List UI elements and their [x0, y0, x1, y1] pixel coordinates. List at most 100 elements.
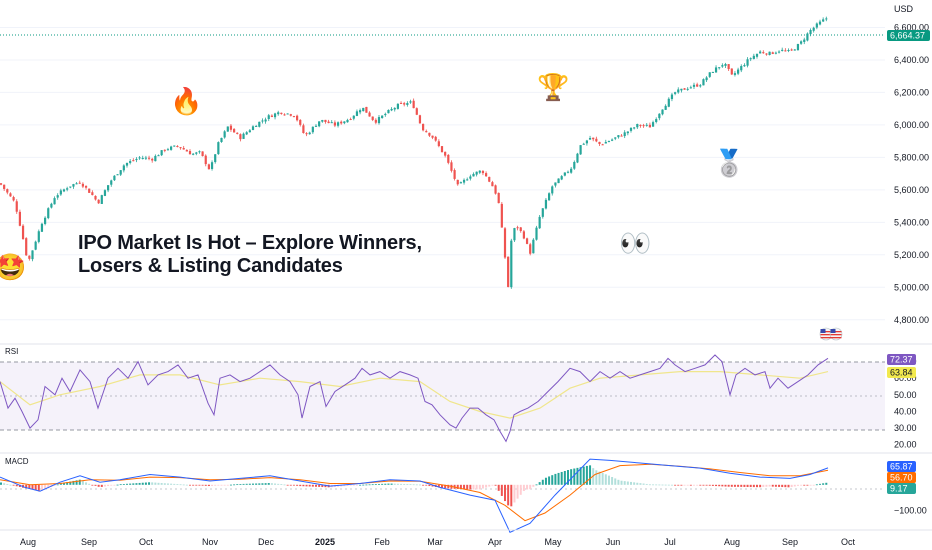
candle	[236, 132, 239, 135]
macd-histogram-bar	[296, 484, 299, 486]
candle	[396, 103, 399, 110]
macd-histogram-bar	[270, 483, 273, 485]
macd-histogram-bar	[18, 484, 21, 488]
macd-histogram-bar	[642, 483, 645, 485]
macd-histogram-bar	[220, 484, 223, 486]
candle	[705, 76, 708, 82]
candle	[475, 171, 478, 177]
candle	[185, 149, 188, 152]
macd-histogram-bar	[78, 479, 81, 485]
macd-histogram-bar	[696, 484, 699, 486]
macd-histogram-bar	[771, 484, 774, 487]
macd-histogram-bar	[718, 484, 721, 487]
candle	[554, 182, 557, 188]
macd-histogram-bar	[576, 467, 579, 485]
candle	[409, 99, 412, 104]
candle	[170, 145, 173, 151]
macd-histogram-bar	[204, 484, 207, 486]
candle	[777, 50, 781, 54]
macd-histogram-bar	[459, 484, 462, 490]
macd-histogram-bar	[428, 484, 431, 487]
candle	[658, 113, 661, 121]
us-flag-icon[interactable]	[819, 327, 843, 341]
time-tick-label: Oct	[841, 537, 856, 547]
candle	[667, 97, 670, 108]
candle	[387, 109, 390, 114]
candle	[3, 184, 6, 191]
macd-histogram-bar	[113, 484, 116, 486]
candle	[444, 151, 447, 158]
candle	[144, 155, 147, 160]
macd-histogram-bar	[248, 483, 251, 485]
candle	[399, 101, 403, 105]
macd-histogram-bar	[507, 484, 510, 506]
macd-histogram-bar	[217, 484, 220, 486]
candle	[352, 115, 355, 121]
macd-value-badge	[887, 461, 916, 472]
macd-histogram-bar	[277, 483, 280, 485]
price-tick-label: 5,400.00	[894, 217, 929, 227]
candle	[683, 88, 686, 90]
candle	[440, 145, 444, 153]
candle	[762, 50, 765, 54]
macd-histogram-bar	[822, 483, 825, 485]
macd-histogram-bar	[280, 484, 283, 485]
candle	[47, 207, 50, 220]
candle	[648, 122, 651, 128]
macd-tick-label: −100.00	[894, 505, 927, 515]
candle	[714, 65, 718, 73]
candle	[456, 179, 459, 186]
candle	[500, 202, 503, 228]
macd-histogram-bar	[645, 483, 648, 485]
candle	[595, 136, 598, 143]
macd-histogram-bar	[412, 484, 415, 486]
signal-value-badge	[887, 472, 916, 483]
candle	[674, 91, 677, 96]
macd-histogram-bar	[242, 483, 245, 485]
candle	[160, 150, 163, 157]
candle	[636, 123, 639, 129]
signal-line	[0, 463, 829, 522]
candle	[21, 224, 25, 240]
macd-histogram-bar	[784, 484, 787, 488]
macd-histogram-bar	[825, 482, 828, 485]
macd-histogram-bar	[674, 484, 677, 486]
macd-histogram-bar	[617, 479, 620, 485]
macd-histogram-bar	[800, 484, 803, 486]
macd-histogram-bar	[708, 484, 711, 486]
time-tick-label: Feb	[374, 537, 390, 547]
rsi-tick-label: 60.00	[894, 373, 917, 383]
macd-histogram-bar	[245, 483, 248, 485]
macd-histogram-bar	[595, 470, 598, 485]
macd-histogram-bar	[151, 482, 154, 485]
candle	[204, 154, 207, 167]
candle	[289, 113, 292, 117]
candle	[31, 250, 34, 262]
price-tick-label: 6,400.00	[894, 55, 929, 65]
candle	[214, 153, 217, 164]
candle	[507, 256, 510, 288]
macd-histogram-bar	[37, 484, 40, 492]
macd-histogram-bar	[264, 483, 267, 485]
macd-histogram-bar	[809, 484, 812, 486]
macd-histogram-bar	[211, 484, 214, 486]
candle	[258, 121, 261, 128]
macd-histogram-bar	[601, 472, 604, 485]
candle	[292, 115, 296, 118]
candle	[466, 177, 469, 181]
macd-histogram-bar	[226, 484, 229, 486]
price-candles	[0, 16, 828, 289]
macd-histogram-bar	[107, 484, 110, 487]
candle	[680, 88, 683, 93]
macd-histogram-bar	[31, 484, 34, 490]
macd-histogram-bar	[463, 484, 466, 490]
candle	[97, 199, 100, 204]
macd-histogram-bar	[286, 484, 289, 486]
macd-histogram-bar	[456, 484, 459, 489]
macd-histogram-bar	[195, 484, 198, 486]
macd-histogram-bar	[289, 484, 292, 486]
macd-histogram-bar	[711, 484, 714, 486]
candle	[620, 134, 623, 137]
macd-histogram-bar	[573, 468, 576, 485]
macd-histogram-bar	[589, 465, 592, 485]
